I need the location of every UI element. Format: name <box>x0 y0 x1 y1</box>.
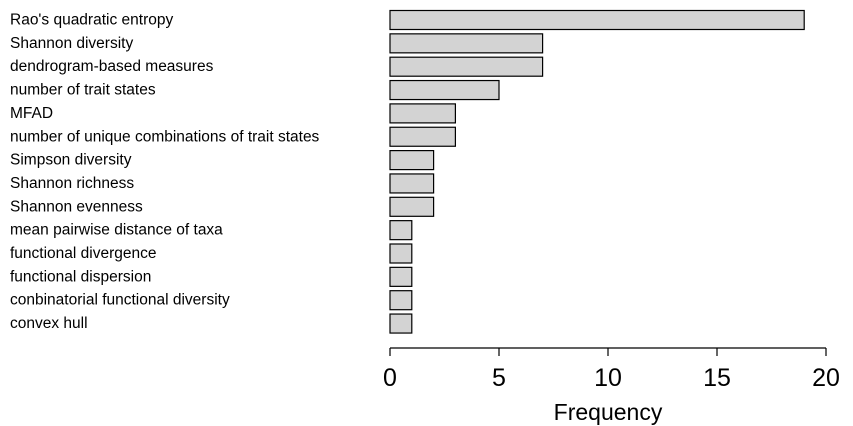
bar-10 <box>389 243 413 264</box>
bars-group <box>389 9 805 334</box>
bar-2 <box>389 56 544 77</box>
category-label-13: convex hull <box>10 315 88 332</box>
x-axis-title: Frequency <box>554 399 663 425</box>
x-tick-label-3: 15 <box>703 364 731 392</box>
x-axis: 0 5 10 15 20 <box>383 347 840 392</box>
bar-9 <box>389 220 413 241</box>
category-label-11: functional dispersion <box>10 268 151 285</box>
bar-4 <box>389 103 457 124</box>
bar-3 <box>389 79 500 101</box>
category-labels: Rao's quadratic entropy Shannon diversity… <box>10 12 320 333</box>
category-label-5: number of unique combinations of trait s… <box>10 128 320 145</box>
category-label-12: conbinatorial functional diversity <box>10 292 230 309</box>
x-tick-label-4: 20 <box>812 364 840 392</box>
bar-13 <box>389 313 413 334</box>
bar-7 <box>389 173 435 194</box>
bar-1 <box>389 33 544 54</box>
category-label-9: mean pairwise distance of taxa <box>10 222 223 239</box>
category-label-1: Shannon diversity <box>10 35 133 52</box>
category-label-6: Simpson diversity <box>10 152 132 169</box>
bar-0 <box>389 9 805 31</box>
category-label-0: Rao's quadratic entropy <box>10 12 173 29</box>
category-label-7: Shannon richness <box>10 175 134 192</box>
bar-12 <box>389 290 413 311</box>
category-label-3: number of trait states <box>10 82 156 99</box>
category-label-8: Shannon evenness <box>10 198 143 215</box>
bar-6 <box>389 150 435 171</box>
category-label-2: dendrogram-based measures <box>10 58 214 75</box>
bar-5 <box>389 126 457 147</box>
bar-8 <box>389 196 435 217</box>
x-tick-label-0: 0 <box>383 364 397 392</box>
x-tick-label-2: 10 <box>594 364 622 392</box>
bar-11 <box>389 266 413 287</box>
category-label-10: functional divergence <box>10 245 157 262</box>
category-label-4: MFAD <box>10 105 53 122</box>
x-tick-label-1: 5 <box>492 364 506 392</box>
